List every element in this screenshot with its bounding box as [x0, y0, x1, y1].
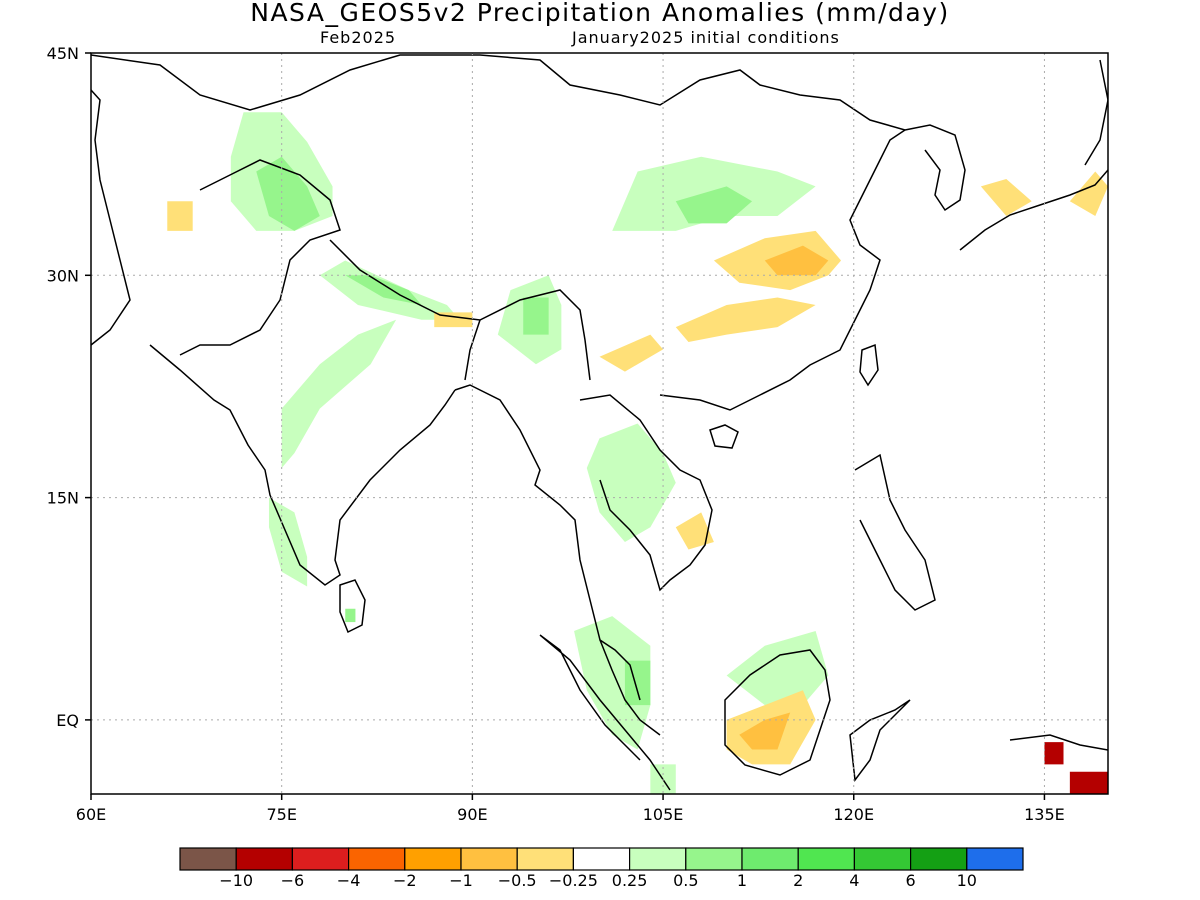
colorbar-swatch: [966, 847, 1024, 871]
colorbar-label: −1: [449, 871, 473, 890]
anomaly-region: [1069, 771, 1108, 794]
anomaly-region: [586, 423, 676, 543]
colorbar-label: 0.5: [673, 871, 699, 890]
anomaly-region: [281, 319, 397, 468]
colorbar-swatch: [741, 847, 799, 871]
anomaly-region: [256, 156, 320, 231]
colorbar-label: −0.5: [497, 871, 537, 890]
colorbar-label: 1: [736, 871, 748, 890]
colorbar-label: 4: [849, 871, 860, 890]
colorbar-swatch: [628, 847, 687, 871]
colorbar-swatch: [909, 847, 968, 871]
lat-tick-label: 45N: [47, 44, 79, 63]
colorbar-swatch: [291, 847, 350, 871]
colorbar-swatch: [797, 847, 856, 871]
anomaly-region: [268, 497, 308, 587]
colorbar-swatch: [460, 847, 518, 871]
anomaly-region: [675, 512, 714, 550]
colorbar-label: −10: [219, 871, 254, 890]
anomaly-region: [675, 297, 816, 342]
colorbar-swatch: [179, 847, 237, 871]
anomaly-region: [980, 178, 1032, 217]
forecast-month: Feb2025: [320, 28, 397, 47]
colorbar-swatch: [685, 847, 743, 871]
colorbar-label: −4: [336, 871, 361, 890]
map-frame: [90, 52, 1109, 795]
colorbar-swatch: [516, 847, 575, 871]
anomaly-region: [624, 660, 651, 706]
anomaly-region: [599, 334, 664, 372]
colorbar-label: 6: [905, 871, 916, 890]
lon-tick-label: 90E: [457, 805, 487, 824]
colorbar-swatch: [404, 847, 462, 871]
colorbar-label: 0.25: [611, 871, 648, 890]
colorbar-label: −0.25: [548, 871, 598, 890]
anomaly-region: [739, 712, 791, 750]
anomaly-region: [675, 186, 753, 224]
colorbar-swatch: [853, 847, 912, 871]
lon-tick-label: 75E: [266, 805, 296, 824]
anomaly-region: [345, 608, 356, 623]
colorbar-swatch: [572, 847, 631, 871]
lon-tick-label: 135E: [1024, 805, 1065, 824]
lon-tick-label: 60E: [76, 805, 106, 824]
axis-ticks: 60E 75E 90E 105E 120E 135E 45N 30N 15N EQ: [47, 44, 1065, 824]
anomaly-region: [1044, 742, 1064, 765]
lat-tick-label: 15N: [47, 489, 79, 508]
lon-tick-label: 120E: [833, 805, 874, 824]
anomaly-regions: [167, 112, 1108, 794]
anomaly-region: [345, 275, 422, 305]
anomaly-region: [523, 297, 549, 335]
colorbar-label: −6: [280, 871, 305, 890]
colorbar-label: −2: [393, 871, 417, 890]
lat-tick-label: 30N: [47, 266, 79, 285]
lon-tick-label: 105E: [643, 805, 684, 824]
colorbar-label: 2: [793, 871, 804, 890]
colorbar-swatch: [348, 847, 406, 871]
coastlines: [91, 54, 1108, 791]
anomaly-region: [764, 245, 829, 276]
initial-conditions-label: January2025 initial conditions: [572, 28, 840, 47]
colorbar: [179, 847, 1024, 871]
anomaly-region: [726, 630, 829, 706]
anomaly-region: [1069, 171, 1108, 217]
anomaly-region: [574, 616, 651, 750]
chart-title: NASA_GEOS5v2 Precipitation Anomalies (mm…: [250, 0, 950, 27]
colorbar-label: 10: [956, 871, 977, 890]
colorbar-swatch: [235, 847, 293, 871]
lat-tick-label: EQ: [56, 711, 79, 730]
anomaly-region: [167, 201, 193, 231]
graticule: [91, 53, 1108, 794]
